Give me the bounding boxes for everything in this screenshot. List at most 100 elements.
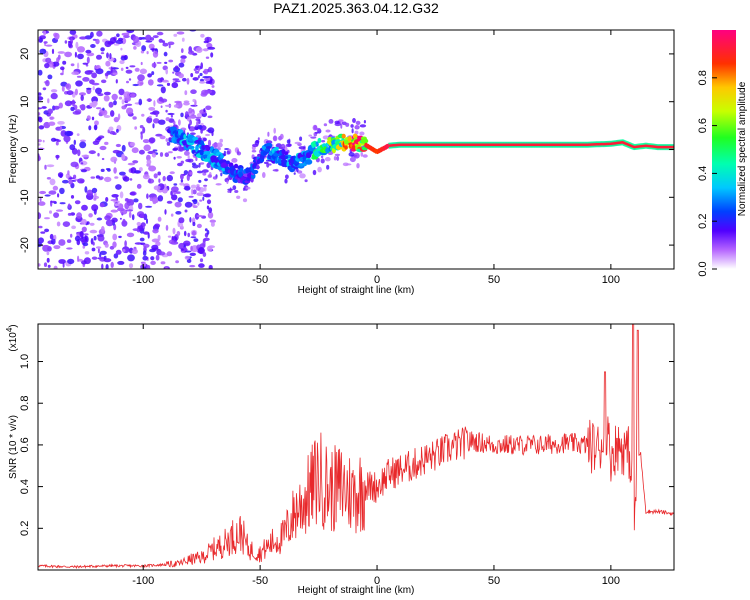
noise-blob	[166, 251, 173, 257]
noise-blob	[92, 140, 100, 145]
noise-blob	[104, 243, 109, 248]
noise-blob	[183, 230, 187, 237]
noise-blob	[200, 33, 205, 38]
noise-blob	[125, 66, 129, 69]
noise-blob	[165, 68, 168, 75]
noise-blob	[89, 102, 94, 108]
noise-blob	[167, 235, 172, 238]
noise-blob	[171, 82, 179, 89]
noise-blob	[242, 187, 246, 191]
noise-blob	[118, 37, 123, 42]
noise-blob	[202, 172, 207, 176]
noise-blob	[188, 50, 195, 55]
noise-blob	[353, 152, 360, 159]
noise-blob	[91, 82, 100, 86]
noise-blob	[56, 221, 61, 227]
noise-blob	[81, 218, 87, 225]
noise-blob	[46, 257, 50, 263]
noise-blob	[124, 240, 127, 248]
noise-blob	[104, 176, 112, 183]
noise-blob	[142, 174, 150, 180]
noise-blob	[202, 169, 209, 173]
noise-blob	[143, 144, 151, 152]
noise-blob	[190, 184, 197, 189]
noise-blob	[50, 200, 57, 203]
noise-blob	[359, 124, 367, 128]
noise-blob	[165, 224, 169, 231]
noise-blob	[166, 174, 173, 182]
noise-blob	[159, 152, 164, 157]
noise-blob	[46, 177, 52, 180]
noise-blob	[104, 141, 109, 145]
noise-blob	[199, 72, 203, 77]
noise-blob	[146, 116, 153, 124]
noise-blob	[170, 213, 174, 217]
noise-blob	[100, 47, 105, 52]
noise-blob	[161, 79, 169, 83]
noise-blob	[355, 120, 361, 125]
noise-blob	[334, 153, 341, 157]
noise-blob	[138, 149, 145, 155]
noise-blob	[156, 84, 164, 87]
noise-blob	[74, 200, 81, 205]
noise-blob	[210, 221, 215, 227]
noise-blob	[220, 172, 223, 177]
noise-blob	[182, 77, 187, 82]
noise-blob	[47, 108, 53, 115]
noise-blob	[184, 250, 192, 253]
noise-blob	[203, 68, 209, 75]
noise-blob	[108, 126, 114, 132]
noise-blob	[198, 163, 201, 168]
noise-blob	[86, 221, 90, 225]
noise-blob	[115, 249, 122, 255]
noise-blob	[73, 139, 77, 145]
noise-blob	[333, 156, 337, 161]
noise-blob	[186, 259, 192, 263]
noise-blob	[208, 66, 213, 73]
noise-blob	[212, 176, 218, 180]
noise-blob	[148, 165, 157, 172]
noise-blob	[68, 41, 72, 48]
y-tick-label: 0	[19, 146, 31, 152]
noise-blob	[91, 72, 97, 79]
noise-blob	[85, 49, 92, 54]
noise-blob	[209, 219, 216, 223]
noise-blob	[142, 250, 147, 256]
noise-blob	[57, 121, 65, 125]
noise-blob	[195, 186, 201, 191]
noise-blob	[186, 77, 190, 85]
signal-blob	[281, 148, 286, 155]
noise-blob	[46, 164, 55, 168]
colorbar: 0.0 0.2 0.4 0.6 0.8 Normalized spectral ampl…	[697, 30, 748, 277]
noise-blob	[338, 119, 344, 122]
noise-blob	[345, 122, 350, 127]
y-tick-label: 0.4	[19, 479, 31, 494]
noise-blob	[180, 55, 187, 59]
signal-blob	[179, 135, 184, 140]
noise-blob	[180, 58, 186, 64]
noise-blob	[203, 40, 209, 44]
noise-blob	[161, 98, 168, 103]
noise-blob	[70, 63, 75, 67]
noise-blob	[140, 61, 143, 66]
noise-blob	[147, 79, 154, 86]
noise-blob	[179, 182, 185, 186]
noise-blob	[57, 172, 64, 178]
noise-blob	[132, 83, 139, 87]
noise-blob	[93, 197, 97, 201]
noise-blob	[150, 48, 158, 51]
noise-blob	[317, 166, 322, 173]
signal-blob	[317, 137, 322, 144]
signal-blob	[265, 146, 272, 149]
noise-blob	[173, 104, 179, 108]
noise-blob	[122, 176, 130, 182]
noise-blob	[310, 136, 317, 139]
noise-blob	[156, 61, 162, 64]
noise-blob	[93, 235, 97, 241]
noise-blob	[56, 139, 61, 143]
noise-blob	[100, 226, 105, 233]
noise-blob	[62, 179, 69, 184]
noise-blob	[49, 233, 54, 240]
spectrogram-y-label: Frequency (Hz)	[8, 115, 19, 184]
noise-blob	[97, 152, 100, 157]
